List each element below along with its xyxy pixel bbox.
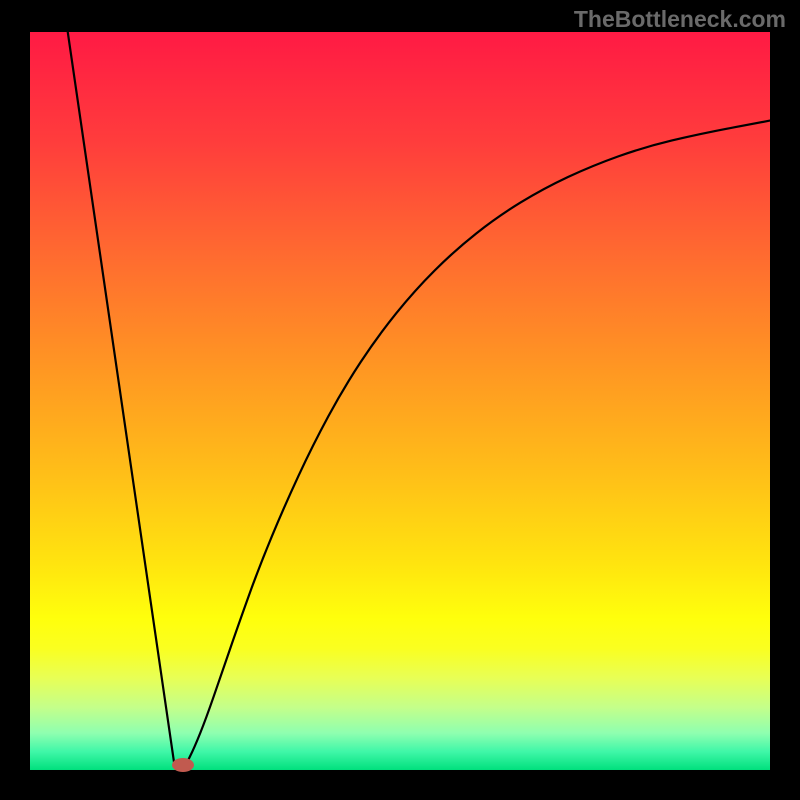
plot-area — [30, 32, 770, 770]
watermark-text: TheBottleneck.com — [574, 6, 786, 33]
bottleneck-curve — [30, 32, 770, 770]
optimal-point-marker — [172, 758, 194, 772]
chart-container: TheBottleneck.com — [0, 0, 800, 800]
